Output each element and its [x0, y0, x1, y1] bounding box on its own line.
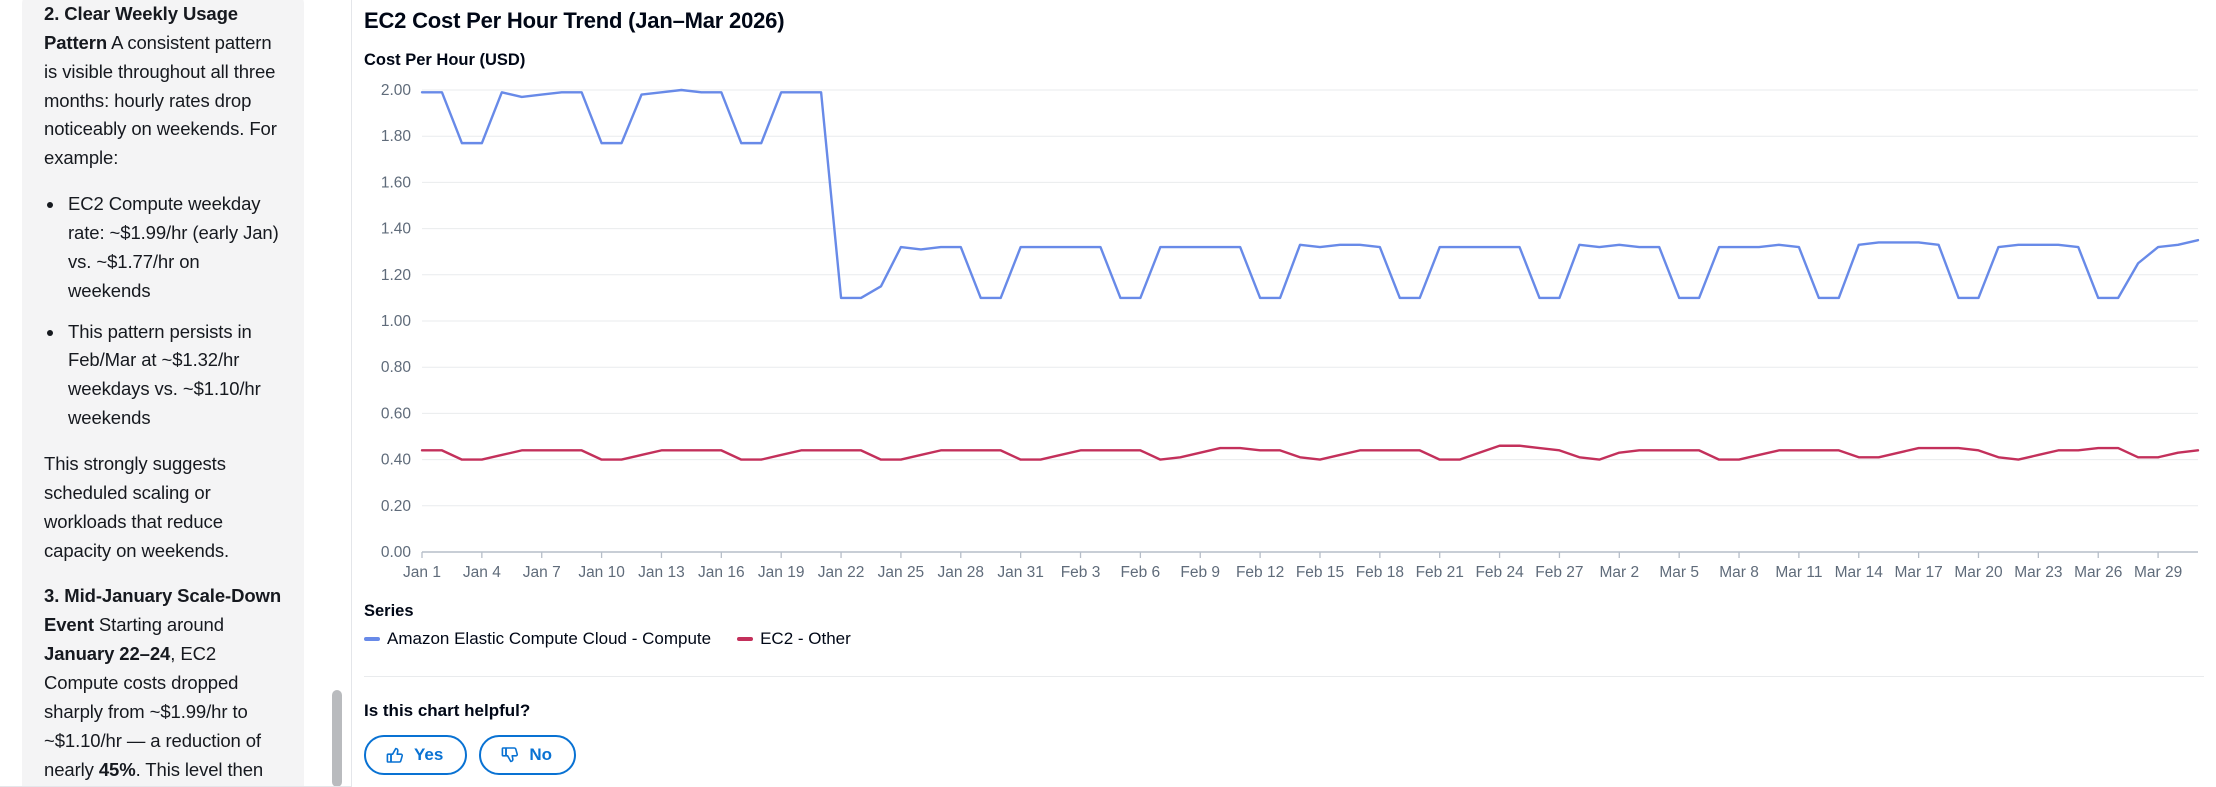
legend-label-compute: Amazon Elastic Compute Cloud - Compute: [387, 629, 712, 648]
x-axis-tick-label: Feb 24: [1475, 564, 1524, 581]
feedback-yes-button[interactable]: Yes: [364, 735, 468, 775]
chart-feedback: Is this chart helpful? Yes No: [364, 701, 2216, 775]
feedback-yes-label: Yes: [414, 745, 444, 764]
section-3-text-2: , EC2 Compute costs dropped sharply from…: [44, 643, 261, 780]
x-axis-tick-label: Feb 27: [1535, 564, 1583, 581]
legend-swatch-compute: [364, 637, 380, 641]
chart-header: EC2 Cost Per Hour Trend (Jan–Mar 2026) C…: [352, 0, 2216, 70]
feedback-buttons: Yes No: [364, 735, 2216, 775]
y-axis-tick-label: 2.00: [381, 82, 412, 99]
chart-panel: EC2 Cost Per Hour Trend (Jan–Mar 2026) C…: [352, 0, 2216, 787]
x-axis-tick-label: Jan 1: [403, 564, 441, 581]
legend-title: Series: [364, 602, 414, 620]
legend-item-other[interactable]: EC2 - Other: [737, 629, 851, 649]
section-3-paragraph: 3. Mid-January Scale-Down Event Starting…: [44, 582, 282, 787]
section-2-heading: 2. Clear Weekly Usage Pattern: [44, 3, 238, 53]
y-axis-tick-label: 1.60: [381, 174, 412, 191]
series-line-0[interactable]: [420, 88, 2200, 300]
x-axis-tick-label: Jan 31: [997, 564, 1044, 581]
thumbs-up-icon: [386, 747, 404, 763]
section-3-heading: 3. Mid-January Scale-Down Event: [44, 585, 282, 636]
x-axis-tick-label: Feb 15: [1296, 564, 1344, 581]
sidebar-scrollbar-thumb[interactable]: [332, 690, 342, 787]
x-axis-tick-label: Feb 18: [1356, 564, 1404, 581]
y-axis-tick-label: 1.40: [381, 221, 412, 238]
x-axis-tick-label: Mar 2: [1599, 564, 1639, 581]
x-axis-tick-label: Mar 17: [1895, 564, 1943, 581]
list-item: EC2 Compute weekday rate: ~$1.99/hr (ear…: [65, 190, 282, 305]
section-3-text-3: . This level then became the new baselin…: [135, 758, 264, 780]
x-axis-tick-label: Mar 14: [1835, 564, 1884, 581]
feedback-no-label: No: [529, 745, 552, 764]
legend-label-other: EC2 - Other: [760, 629, 851, 648]
x-axis-tick-label: Feb 3: [1061, 564, 1101, 581]
x-axis-tick-label: Mar 8: [1719, 564, 1759, 581]
x-axis-tick-label: Jan 4: [463, 564, 501, 581]
x-axis-tick-label: Jan 13: [638, 564, 685, 581]
series-line-1[interactable]: [420, 444, 2200, 461]
section-divider: [364, 676, 2204, 677]
x-axis-tick-label: Mar 26: [2074, 564, 2122, 581]
chart-y-axis-title: Cost Per Hour (USD): [364, 51, 526, 69]
x-axis-tick-label: Jan 19: [758, 564, 805, 581]
x-axis-tick-label: Jan 28: [938, 564, 985, 581]
x-axis-tick-label: Jan 16: [698, 564, 745, 581]
x-axis-tick-label: Feb 21: [1416, 564, 1464, 581]
x-axis-tick-label: Jan 7: [523, 564, 561, 581]
x-axis-tick-label: Mar 20: [1954, 564, 2003, 581]
x-axis-tick-label: Feb 12: [1236, 564, 1284, 581]
sidebar-scroll-content: 2. Clear Weekly Usage Pattern A consiste…: [0, 0, 351, 787]
x-axis-tick-label: Feb 6: [1121, 564, 1161, 581]
conversation-sidebar: 2. Clear Weekly Usage Pattern A consiste…: [0, 0, 352, 787]
section-3-date-range: January 22–24: [44, 643, 171, 665]
legend-item-compute[interactable]: Amazon Elastic Compute Cloud - Compute: [364, 629, 711, 649]
x-axis-tick-label: Feb 9: [1180, 564, 1220, 581]
feedback-question: Is this chart helpful?: [364, 701, 531, 720]
x-axis-tick-label: Jan 25: [878, 564, 925, 581]
scheduled-scaling-paragraph: This strongly suggests scheduled scaling…: [44, 453, 230, 561]
section-2-body: A consistent pattern is visible througho…: [44, 31, 277, 169]
x-axis-tick-label: Mar 29: [2134, 564, 2182, 581]
section-3-text-1: Starting around: [93, 614, 224, 636]
list-item: This pattern persists in Feb/Mar at ~$1.…: [65, 318, 282, 433]
section-2-paragraph: 2. Clear Weekly Usage Pattern A consiste…: [44, 0, 282, 173]
sidebar-scrollbar[interactable]: [332, 690, 342, 787]
y-axis-tick-label: 0.80: [381, 359, 412, 376]
section-3-percent: 45%: [98, 758, 136, 780]
chart-legend: Series Amazon Elastic Compute Cloud - Co…: [364, 602, 2216, 649]
assistant-message-card: 2. Clear Weekly Usage Pattern A consiste…: [22, 0, 304, 787]
y-axis-tick-label: 0.60: [381, 405, 412, 422]
weekly-pattern-bullets: EC2 Compute weekday rate: ~$1.99/hr (ear…: [44, 190, 282, 433]
x-axis-tick-label: Mar 11: [1775, 564, 1822, 581]
y-axis-tick-label: 1.20: [381, 267, 412, 284]
chart-plot-area: 0.00 0.20 0.40 0.60 0.80 1.00 1.20 1.40 1.60 1.80…: [364, 80, 2204, 596]
thumbs-down-icon: [501, 747, 519, 763]
line-chart-svg[interactable]: 0.00 0.20 0.40 0.60 0.80 1.00 1.20 1.40 1.60 1.80…: [364, 80, 2204, 596]
y-axis-tick-label: 0.00: [381, 544, 412, 561]
x-axis-tick-label: Jan 10: [578, 564, 625, 581]
x-axis-tick-label: Mar 23: [2014, 564, 2062, 581]
page-title: EC2 Cost Per Hour Trend (Jan–Mar 2026): [364, 8, 785, 33]
y-axis-tick-label: 0.20: [381, 498, 412, 515]
x-axis-tick-label: Mar 5: [1659, 564, 1699, 581]
x-axis-tick-label: Jan 22: [818, 564, 865, 581]
y-axis-tick-label: 1.00: [381, 313, 412, 330]
y-axis-tick-label: 1.80: [381, 128, 412, 145]
legend-items: Amazon Elastic Compute Cloud - Compute E…: [364, 629, 2216, 649]
legend-swatch-other: [737, 637, 754, 641]
feedback-no-button[interactable]: No: [479, 735, 576, 775]
y-axis-tick-label: 0.40: [381, 452, 412, 469]
